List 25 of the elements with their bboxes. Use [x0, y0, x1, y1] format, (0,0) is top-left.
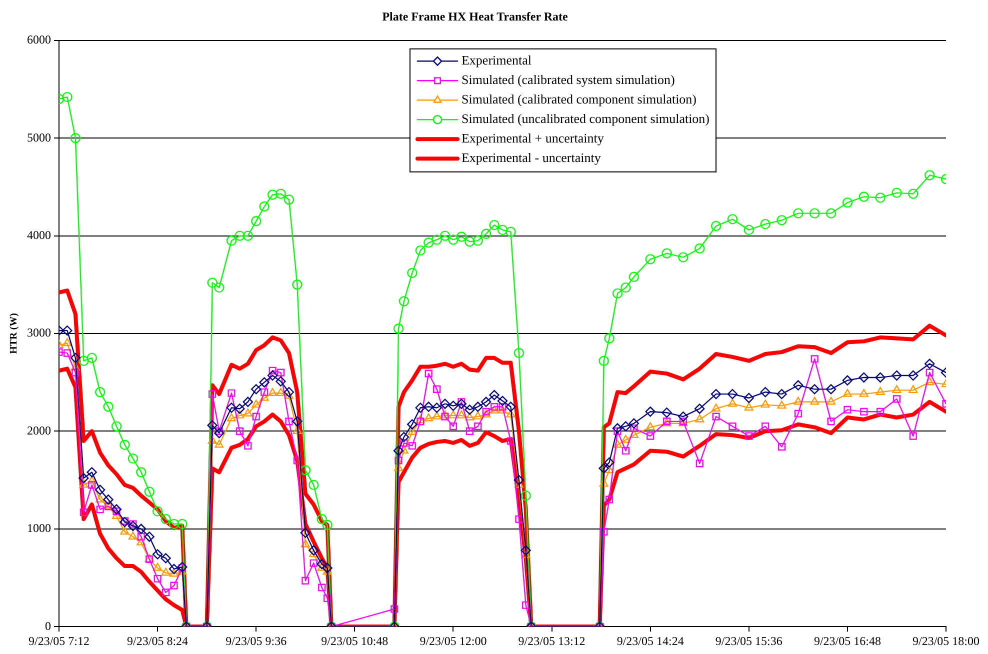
y-axis-title: HTR (W) — [8, 313, 20, 354]
x-tick-label: 9/23/05 13:12 — [518, 634, 586, 648]
y-tick-label: 4000 — [27, 228, 51, 242]
y-tick-label: 5000 — [27, 130, 51, 144]
y-tick-label: 1000 — [27, 521, 51, 536]
legend-label: Experimental — [461, 52, 532, 68]
legend-label: Simulated (calibrated component simulation) — [461, 92, 697, 107]
x-tick-label: 9/23/05 12:00 — [420, 634, 487, 648]
x-tick-label: 9/23/05 16:48 — [814, 634, 881, 648]
x-tick-label: 9/23/05 15:36 — [715, 634, 782, 648]
x-tick-label: 9/23/05 14:24 — [616, 634, 684, 648]
y-tick-label: 6000 — [27, 32, 51, 47]
x-tick-label: 9/23/05 10:48 — [321, 634, 388, 648]
legend-label: Simulated (uncalibrated component simulation) — [461, 111, 710, 126]
x-tick-label: 9/23/05 7:12 — [28, 634, 90, 648]
x-tick-label: 9/23/05 8:24 — [127, 634, 188, 648]
x-tick-label: 9/23/05 9:36 — [226, 634, 287, 648]
legend-label: Experimental + uncertainty — [461, 130, 604, 146]
legend-label: Simulated (calibrated system simulation) — [461, 72, 675, 88]
chart-title: Plate Frame HX Heat Transfer Rate — [382, 9, 568, 24]
y-tick-label: 3000 — [27, 326, 51, 340]
y-tick-label: 0 — [45, 618, 51, 633]
legend-label: Experimental - uncertainty — [461, 150, 602, 166]
x-tick-label: 9/23/05 18:00 — [912, 634, 980, 648]
y-tick-label: 2000 — [27, 423, 51, 438]
